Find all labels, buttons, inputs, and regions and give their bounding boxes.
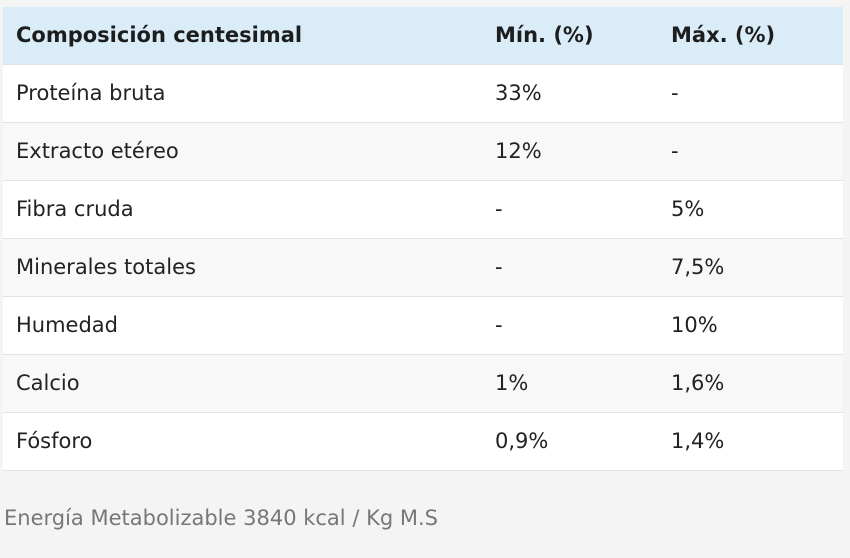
table-cell: - bbox=[482, 238, 658, 297]
table-cell: - bbox=[658, 64, 843, 123]
table-cell: 7,5% bbox=[658, 238, 843, 297]
table-cell: 10% bbox=[658, 296, 843, 355]
table-cell: Calcio bbox=[3, 354, 482, 413]
table-row: Fibra cruda -5% bbox=[3, 180, 843, 239]
table-cell: 1,6% bbox=[658, 354, 843, 413]
table-body: Proteína bruta 33% - Extracto etéreo 12% - Fib… bbox=[3, 64, 843, 471]
table-cell: - bbox=[658, 122, 843, 181]
table-cell: Minerales totales bbox=[3, 238, 482, 297]
table-cell: 1% bbox=[482, 354, 658, 413]
table-row: Humedad -10% bbox=[3, 296, 843, 355]
table-row: Proteína bruta 33% - bbox=[3, 64, 843, 123]
header-row: Composición centesimal Mín. (%) Máx. (%) bbox=[3, 7, 843, 65]
table-row: Calcio 1% 1,6% bbox=[3, 354, 843, 413]
table-row: Extracto etéreo 12% - bbox=[3, 122, 843, 181]
table-cell: Extracto etéreo bbox=[3, 122, 482, 181]
table-cell: - bbox=[482, 296, 658, 355]
table-cell: Fósforo bbox=[3, 412, 482, 471]
composition-table: Composición centesimal Mín. (%) Máx. (%) P… bbox=[3, 7, 843, 471]
table-cell: - bbox=[482, 180, 658, 239]
table-cell: 0,9% bbox=[482, 412, 658, 471]
header-cell: Composición centesimal bbox=[3, 7, 482, 65]
header-cell: Mín. (%) bbox=[482, 7, 658, 65]
table-cell: Humedad bbox=[3, 296, 482, 355]
table-row: Minerales totales -7,5% bbox=[3, 238, 843, 297]
table-cell: Proteína bruta bbox=[3, 64, 482, 123]
header-cell: Máx. (%) bbox=[658, 7, 843, 65]
table-cell: 12% bbox=[482, 122, 658, 181]
table-row: Fósforo 0,9% 1,4% bbox=[3, 412, 843, 471]
energy-note: Energía Metabolizable 3840 kcal / Kg M.S bbox=[4, 506, 438, 530]
table-cell: Fibra cruda bbox=[3, 180, 482, 239]
table-cell: 33% bbox=[482, 64, 658, 123]
table-cell: 5% bbox=[658, 180, 843, 239]
table-cell: 1,4% bbox=[658, 412, 843, 471]
